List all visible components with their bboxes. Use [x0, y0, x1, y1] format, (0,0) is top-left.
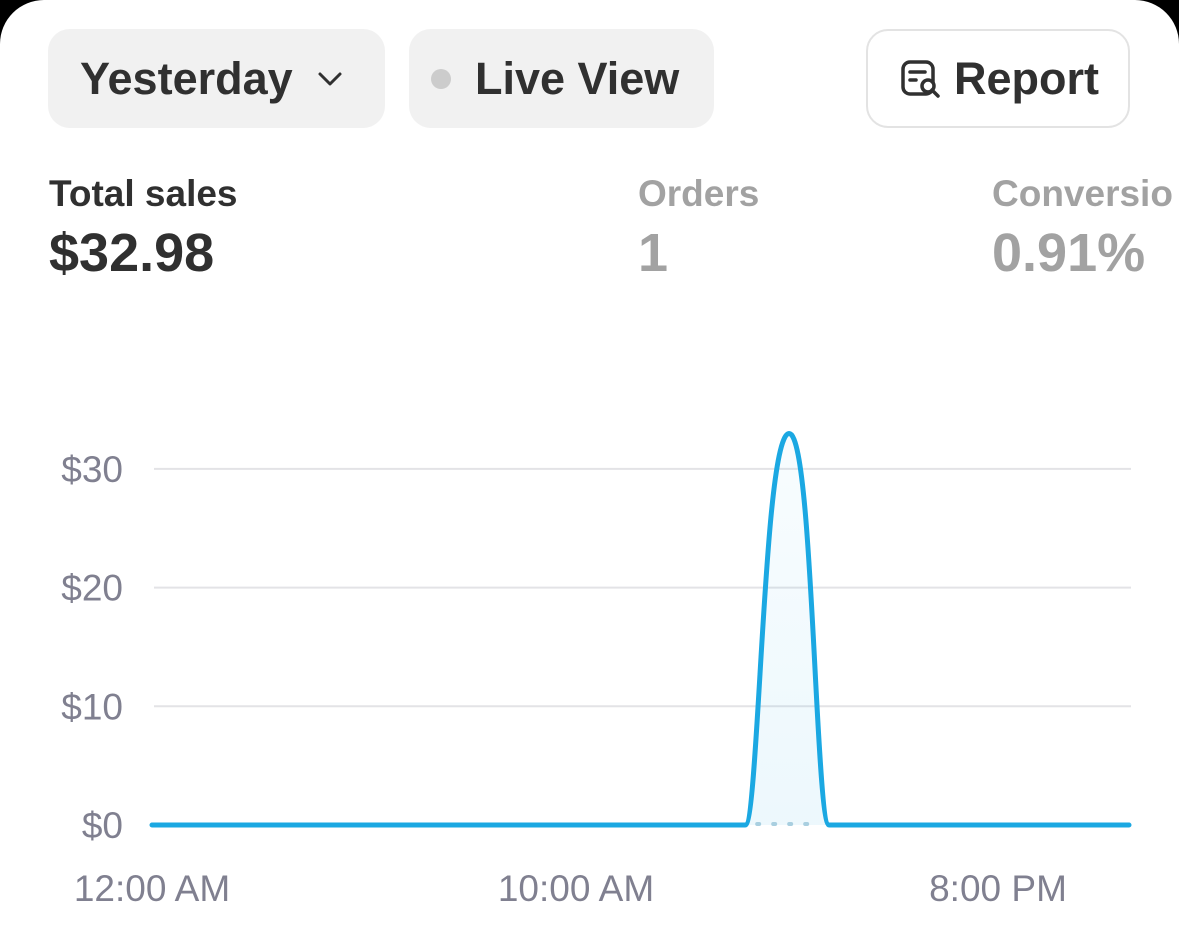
metric-orders[interactable]: Orders 1	[638, 172, 759, 286]
report-search-icon	[901, 59, 940, 98]
y-tick-label: $10	[61, 686, 123, 727]
date-range-label: Yesterday	[80, 52, 293, 104]
report-label: Report	[954, 52, 1099, 104]
y-tick-label: $20	[61, 568, 123, 609]
metric-label: Orders	[638, 173, 760, 214]
metric-value: 1	[638, 223, 669, 283]
x-tick-label: 10:00 AM	[498, 868, 654, 909]
report-button[interactable]: Report	[866, 29, 1130, 128]
metric-total-sales[interactable]: Total sales $32.98	[49, 172, 238, 286]
chevron-down-icon	[318, 72, 342, 85]
series-line	[149, 431, 1132, 828]
y-tick-label: $30	[61, 449, 123, 490]
y-tick-label: $0	[82, 805, 123, 846]
live-status-dot-icon	[431, 68, 451, 89]
metric-value: 0.91%	[992, 223, 1146, 283]
live-view-label: Live View	[475, 52, 680, 104]
metric-conversion[interactable]: Conversio 0.91%	[992, 172, 1173, 286]
live-view-button[interactable]: Live View	[409, 29, 714, 128]
metric-label: Total sales	[49, 173, 238, 214]
metric-label: Conversio	[992, 173, 1173, 214]
date-range-selector[interactable]: Yesterday	[48, 29, 385, 128]
x-tick-label: 12:00 AM	[74, 868, 230, 909]
x-tick-label: 8:00 PM	[929, 868, 1067, 909]
metric-value: $32.98	[49, 223, 215, 283]
series-area	[745, 433, 830, 825]
